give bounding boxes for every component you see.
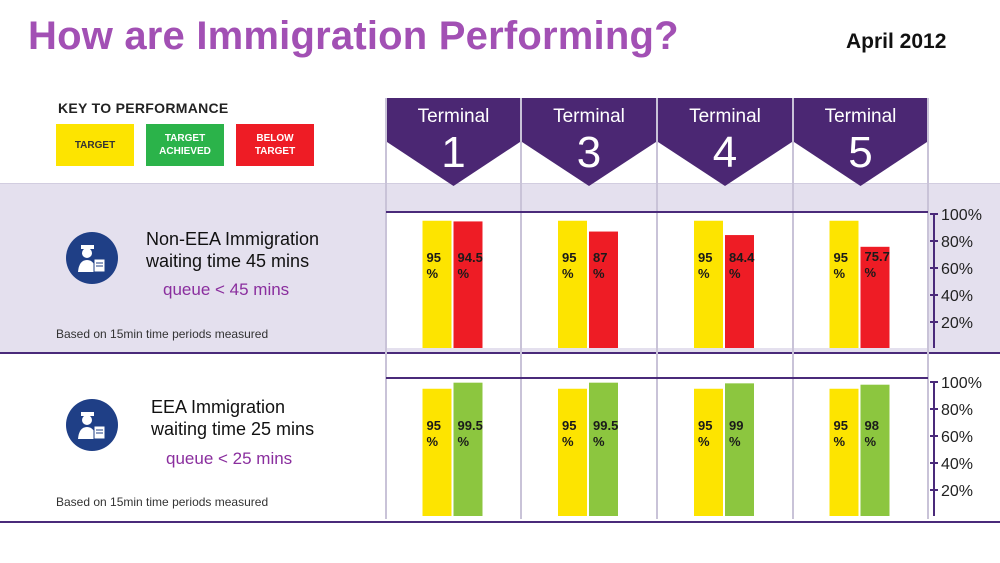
non-eea-note: Based on 15min time periods measured xyxy=(56,327,269,341)
target-bar xyxy=(558,220,587,348)
terminal-label: Terminal xyxy=(418,106,490,127)
page-title: How are Immigration Performing? xyxy=(28,14,679,58)
target-value-label: 95% xyxy=(698,418,712,449)
actual-value-label: 99% xyxy=(729,418,743,449)
target-bar xyxy=(422,388,452,516)
actual-value-label: 75.7% xyxy=(865,249,890,280)
terminal-label: Terminal xyxy=(825,106,897,127)
y-tick-label: 40% xyxy=(941,456,973,473)
key-title: KEY TO PERFORMANCE xyxy=(58,100,229,116)
y-tick-label: 60% xyxy=(941,429,973,446)
target-value-label: 95% xyxy=(562,418,576,449)
target-bar xyxy=(829,220,859,348)
key-target-achieved: TARGET ACHIEVED xyxy=(146,124,224,166)
actual-value-label: 94.5% xyxy=(458,250,483,281)
actual-bar xyxy=(589,231,618,348)
y-tick-label: 80% xyxy=(941,234,973,251)
y-tick-label: 20% xyxy=(941,315,973,332)
actual-value-label: 99.5% xyxy=(593,418,618,449)
actual-bar xyxy=(453,221,483,348)
y-tick-label: 20% xyxy=(941,483,973,500)
target-value-label: 95% xyxy=(834,418,848,449)
actual-bar xyxy=(589,382,618,516)
key-below-target: BELOW TARGET xyxy=(236,124,314,166)
terminal-number: 5 xyxy=(848,128,872,177)
terminal-number: 4 xyxy=(713,128,737,177)
actual-bar xyxy=(725,383,754,516)
terminal-number: 1 xyxy=(441,128,465,177)
terminal-label: Terminal xyxy=(689,106,761,127)
terminal-header-5 xyxy=(794,98,927,186)
target-bar xyxy=(694,220,723,348)
terminal-header-4 xyxy=(658,98,792,186)
actual-value-label: 98% xyxy=(865,418,879,449)
target-bar xyxy=(558,388,587,516)
non-eea-row-title: Non-EEA Immigration waiting time 45 mins xyxy=(146,229,320,271)
actual-bar xyxy=(453,382,483,516)
immigration-officer-icon xyxy=(66,399,118,451)
actual-bar xyxy=(860,384,890,516)
terminal-header-3 xyxy=(522,98,656,186)
terminal-label: Terminal xyxy=(553,106,625,127)
eea-row-title: EEA Immigration waiting time 25 mins xyxy=(151,397,315,439)
y-tick-label: 60% xyxy=(941,261,973,278)
y-tick-label: 100% xyxy=(941,207,982,224)
y-tick-label: 80% xyxy=(941,402,973,419)
non-eea-queue-label: queue < 45 mins xyxy=(163,280,290,299)
target-value-label: 95% xyxy=(427,250,441,281)
eea-note: Based on 15min time periods measured xyxy=(56,495,269,509)
key-target: TARGET xyxy=(56,124,134,166)
terminal-header-1 xyxy=(387,98,520,186)
y-tick-label: 100% xyxy=(941,375,982,392)
target-value-label: 95% xyxy=(427,418,441,449)
target-bar xyxy=(422,220,452,348)
actual-value-label: 99.5% xyxy=(458,418,483,449)
report-date: April 2012 xyxy=(846,30,947,53)
target-bar xyxy=(694,388,723,516)
immigration-officer-icon xyxy=(66,232,118,284)
target-value-label: 95% xyxy=(834,250,848,281)
actual-value-label: 87% xyxy=(593,250,607,281)
y-tick-label: 40% xyxy=(941,288,973,305)
target-value-label: 95% xyxy=(562,250,576,281)
actual-value-label: 84.4% xyxy=(729,250,755,281)
eea-queue-label: queue < 25 mins xyxy=(166,449,293,468)
actual-bar xyxy=(725,235,754,348)
target-bar xyxy=(829,388,859,516)
terminal-number: 3 xyxy=(577,128,601,177)
target-value-label: 95% xyxy=(698,250,712,281)
actual-bar xyxy=(860,246,890,348)
